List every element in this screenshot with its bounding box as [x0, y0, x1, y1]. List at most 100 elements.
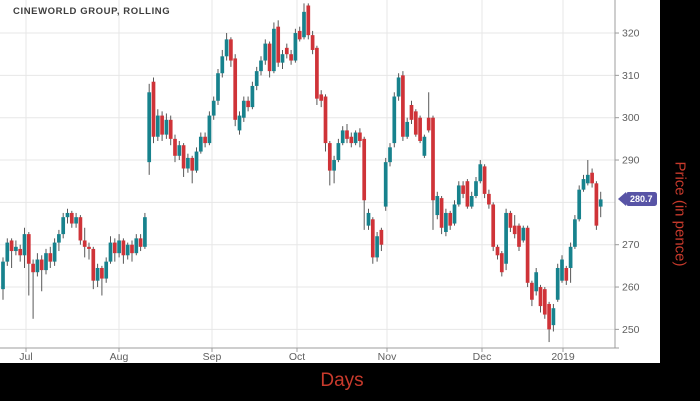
- candle-up: [577, 189, 582, 220]
- candle-down: [276, 26, 281, 63]
- y-tick-label: 270: [622, 239, 640, 251]
- candle-up: [504, 212, 508, 264]
- candle-up: [456, 185, 461, 205]
- candle-down: [461, 185, 465, 194]
- candle-up: [336, 143, 341, 161]
- candle-up: [61, 217, 66, 235]
- y-tick-label: 320: [622, 28, 640, 40]
- candle-down: [82, 240, 87, 247]
- candle-up: [405, 121, 410, 137]
- candle-down: [160, 115, 164, 135]
- candle-up: [573, 219, 577, 247]
- candle-up: [164, 119, 169, 135]
- candle-up: [263, 43, 268, 61]
- candle-up: [143, 217, 147, 247]
- x-tick-label: Dec: [473, 351, 492, 363]
- candle-up: [469, 196, 474, 207]
- candle-up: [302, 11, 306, 38]
- x-tick-label: Nov: [378, 351, 397, 363]
- candle-up: [74, 217, 78, 224]
- candle-down: [499, 253, 504, 273]
- candle-up: [534, 272, 539, 292]
- candle-down: [138, 238, 143, 247]
- y-tick-label: 310: [622, 70, 640, 82]
- candle-down: [173, 138, 177, 156]
- candle-down: [306, 5, 311, 36]
- candle-down: [379, 229, 384, 245]
- candle-down: [289, 54, 293, 61]
- candle-down: [538, 287, 543, 307]
- candlestick-chart[interactable]: Jul Aug Sep Oct Nov Dec 2019 250 260 270 290 300 310…: [0, 0, 660, 363]
- candle-down: [39, 259, 44, 271]
- candle-down: [91, 248, 96, 281]
- candle-down: [512, 225, 517, 235]
- candle-down: [358, 132, 362, 141]
- candle-down: [590, 172, 594, 184]
- candle-down: [448, 212, 453, 226]
- candle-up: [117, 240, 121, 254]
- candle-down: [151, 81, 156, 137]
- candle-up: [598, 199, 603, 207]
- candle-up: [375, 236, 379, 258]
- candle-up: [254, 71, 259, 86]
- candle-up: [392, 96, 397, 144]
- candle-down: [100, 267, 104, 279]
- candle-up: [568, 246, 573, 268]
- candle-down: [495, 246, 500, 256]
- candle-down: [203, 136, 207, 144]
- candle-up: [207, 115, 212, 144]
- candle-up: [478, 164, 483, 182]
- candle-down: [564, 267, 569, 281]
- candle-down: [431, 117, 435, 201]
- candle-up: [237, 115, 242, 131]
- current-price-badge: 280.7: [618, 192, 657, 206]
- candle-down: [267, 43, 272, 72]
- candle-down: [530, 282, 534, 300]
- chart-panel: Jul Aug Sep Oct Nov Dec 2019 250 260 270 290 300 310…: [0, 0, 660, 363]
- candle-up: [585, 174, 590, 184]
- candle-up: [551, 308, 556, 326]
- candle-down: [418, 117, 422, 141]
- candle-down: [345, 130, 349, 139]
- candle-up: [340, 130, 345, 144]
- y-tick-label: 290: [622, 155, 640, 167]
- candle-down: [121, 240, 126, 256]
- y-axis-title: Price (in pence): [671, 161, 689, 267]
- candle-down: [190, 157, 195, 171]
- candle-down: [482, 166, 487, 194]
- candle-up: [444, 212, 448, 232]
- candle-up: [435, 196, 440, 216]
- candle-up: [194, 151, 199, 171]
- candle-up: [332, 160, 336, 171]
- candle-up: [5, 242, 10, 262]
- candle-down: [315, 47, 319, 99]
- candle-down: [409, 104, 414, 120]
- candle-up: [52, 242, 57, 262]
- candle-down: [284, 47, 289, 55]
- gridlines: [0, 0, 615, 348]
- candle-down: [517, 225, 521, 247]
- candle-up: [388, 147, 392, 163]
- candle-up: [293, 33, 298, 61]
- candle-down: [465, 181, 470, 207]
- candle-up: [147, 92, 152, 163]
- candle-up: [259, 60, 263, 72]
- y-axis-title-bar: Price (in pence): [660, 0, 700, 401]
- candle-up: [65, 212, 70, 218]
- candle-up: [555, 267, 560, 300]
- candle-up: [211, 100, 216, 116]
- candle-down: [130, 244, 134, 254]
- candle-down: [594, 183, 599, 226]
- candle-up: [35, 259, 40, 273]
- candle-up: [474, 181, 478, 197]
- candle-down: [319, 94, 324, 101]
- candle-up: [366, 212, 371, 226]
- candle-up: [560, 259, 564, 281]
- candle-up: [353, 132, 358, 144]
- candle-up: [177, 145, 182, 156]
- x-tick-label: Sep: [203, 351, 222, 363]
- candle-up: [198, 136, 203, 152]
- candle-down: [78, 217, 83, 241]
- candle-up: [22, 234, 27, 256]
